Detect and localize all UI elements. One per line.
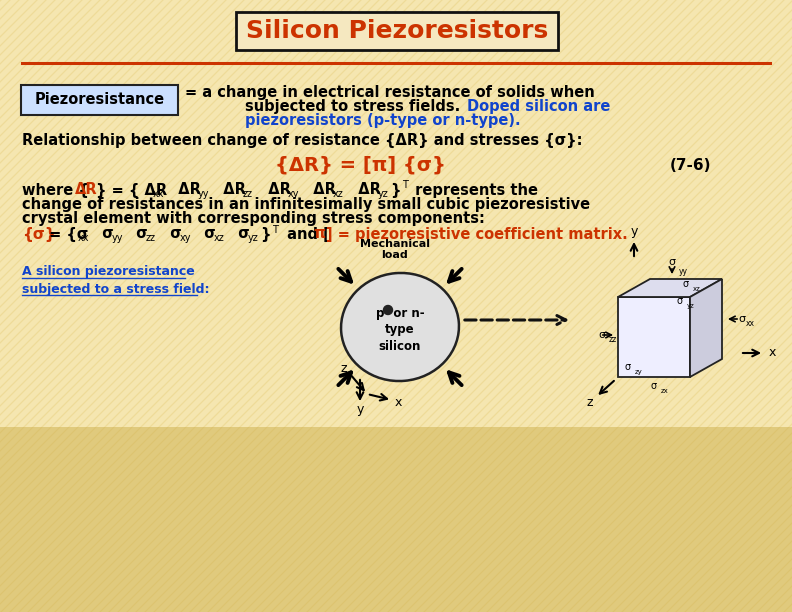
Text: crystal element with corresponding stress components:: crystal element with corresponding stres…: [22, 212, 485, 226]
Text: xx: xx: [78, 233, 89, 243]
Text: yy: yy: [112, 233, 124, 243]
Text: change of resistances in an infinitesimally small cubic piezoresistive: change of resistances in an infinitesima…: [22, 198, 590, 212]
Text: σ: σ: [651, 381, 657, 391]
Bar: [0, 427, 792, 612]
Text: represents the: represents the: [410, 182, 538, 198]
Text: }: }: [260, 226, 271, 242]
Text: σ: σ: [126, 226, 147, 242]
Text: }: }: [390, 182, 401, 198]
Text: yy: yy: [679, 267, 688, 277]
Text: Silicon Piezoresistors: Silicon Piezoresistors: [246, 19, 548, 43]
Text: σ: σ: [738, 314, 745, 324]
Text: T: T: [402, 180, 408, 190]
Text: zz: zz: [609, 335, 617, 345]
Text: yy: yy: [198, 189, 210, 199]
Text: and [: and [: [282, 226, 329, 242]
Text: xx: xx: [153, 189, 165, 199]
Text: y: y: [630, 225, 638, 239]
Text: xz: xz: [214, 233, 225, 243]
Text: z: z: [587, 397, 593, 409]
Text: load: load: [382, 250, 409, 260]
Text: xx: xx: [746, 319, 755, 329]
Polygon shape: [690, 279, 722, 377]
Text: Mechanical: Mechanical: [360, 239, 430, 249]
Text: (7-6): (7-6): [670, 157, 711, 173]
Text: yz: yz: [378, 189, 389, 199]
Text: π: π: [313, 226, 325, 242]
Text: Relationship between change of resistance {ΔR} and stresses {σ}:: Relationship between change of resistanc…: [22, 133, 582, 147]
Text: x: x: [394, 397, 402, 409]
Text: = a change in electrical resistance of solids when: = a change in electrical resistance of s…: [185, 84, 595, 100]
Text: {ΔR} = [π] {σ}: {ΔR} = [π] {σ}: [275, 155, 446, 174]
Text: yz: yz: [687, 303, 695, 309]
Text: type: type: [385, 324, 415, 337]
Text: = {σ: = {σ: [44, 226, 88, 242]
Text: σ: σ: [668, 257, 676, 267]
Text: xz: xz: [693, 286, 701, 292]
Text: p- or n-: p- or n-: [375, 307, 425, 321]
Text: ΔR: ΔR: [303, 182, 336, 198]
Text: σ: σ: [625, 362, 631, 372]
Text: Doped silicon are: Doped silicon are: [467, 99, 611, 113]
Text: σ: σ: [228, 226, 249, 242]
Text: σ: σ: [92, 226, 113, 242]
Text: subjected to a stress field:: subjected to a stress field:: [22, 283, 210, 296]
Text: zz: zz: [243, 189, 253, 199]
Text: ΔR: ΔR: [348, 182, 381, 198]
Text: ΔR: ΔR: [258, 182, 291, 198]
Text: σ: σ: [599, 330, 606, 340]
Text: } = { ΔR: } = { ΔR: [96, 182, 167, 198]
Text: yz: yz: [248, 233, 259, 243]
Text: σ: σ: [677, 296, 683, 306]
Text: zx: zx: [661, 388, 668, 394]
Text: A silicon piezoresistance: A silicon piezoresistance: [22, 266, 195, 278]
Text: zy: zy: [635, 369, 643, 375]
Polygon shape: [618, 279, 722, 297]
Text: ] = piezoresistive coefficient matrix.: ] = piezoresistive coefficient matrix.: [326, 226, 628, 242]
Text: ΔR: ΔR: [75, 182, 97, 198]
Text: zz: zz: [146, 233, 156, 243]
Text: σ: σ: [683, 279, 689, 289]
Text: σ: σ: [160, 226, 181, 242]
Text: Piezoresistance: Piezoresistance: [35, 92, 165, 108]
Text: z: z: [341, 362, 347, 375]
Text: T: T: [272, 225, 278, 235]
Ellipse shape: [341, 273, 459, 381]
Text: xy: xy: [180, 233, 192, 243]
Text: σ: σ: [194, 226, 215, 242]
Text: ΔR: ΔR: [213, 182, 246, 198]
Text: x: x: [768, 346, 775, 359]
Text: silicon: silicon: [379, 340, 421, 353]
Text: y: y: [356, 403, 364, 417]
Text: xy: xy: [288, 189, 299, 199]
Text: xz: xz: [333, 189, 344, 199]
Text: subjected to stress fields.: subjected to stress fields.: [245, 99, 466, 113]
FancyBboxPatch shape: [21, 85, 178, 115]
Text: where {: where {: [22, 182, 89, 198]
Text: {σ}: {σ}: [22, 226, 55, 242]
FancyBboxPatch shape: [236, 12, 558, 50]
Text: piezoresistors (p-type or n-type).: piezoresistors (p-type or n-type).: [245, 113, 520, 127]
Text: ΔR: ΔR: [168, 182, 201, 198]
Polygon shape: [618, 297, 690, 377]
Circle shape: [383, 305, 393, 315]
